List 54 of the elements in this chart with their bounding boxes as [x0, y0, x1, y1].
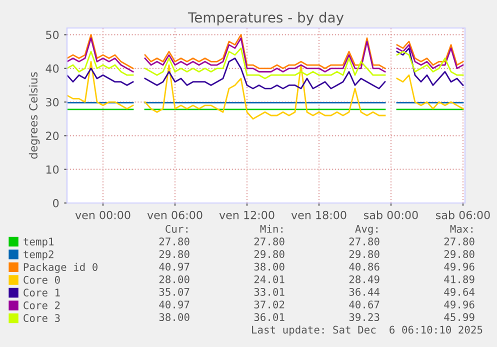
text: Max: [450, 225, 472, 233]
text: 27.80 [159, 238, 190, 246]
text: 33.01 [254, 288, 284, 296]
text: 38.00 [254, 262, 284, 271]
y-tick-label: 30 [46, 98, 59, 106]
legend-label: Core 1 [24, 288, 60, 297]
y-tick-label: 10 [46, 165, 59, 174]
text: Min: [260, 224, 282, 233]
text: 27.80 [444, 238, 474, 246]
text: 40.97 [159, 300, 190, 308]
text: Cur: [166, 224, 188, 233]
x-tick-label: sab 06:00 [436, 210, 490, 220]
legend-label: Core 0 [24, 276, 60, 284]
text: 41.89 [444, 275, 474, 284]
text: 39.23 [349, 313, 380, 322]
text: 45.99 [444, 313, 474, 322]
x-tick-label: ven 06:00 [147, 210, 202, 220]
text: 49.64 [444, 288, 475, 296]
chart-title: Temperatures - by day [188, 12, 344, 26]
text: 28.00 [159, 275, 190, 284]
text: 38.00 [159, 313, 190, 322]
text: 29.80 [444, 250, 474, 258]
legend-label: Core 2 [24, 301, 60, 310]
text: 28.49 [349, 275, 380, 284]
text: 27.80 [349, 238, 380, 246]
legend-label: Package id 0 [24, 262, 98, 274]
text: Avg: [355, 225, 378, 235]
y-tick-label: 50 [46, 30, 59, 40]
text: 36.44 [349, 288, 380, 296]
legend-label: temp2 [24, 250, 54, 260]
text: 49.96 [444, 262, 474, 271]
text: 29.80 [254, 250, 284, 258]
text: 36.01 [254, 313, 284, 322]
text: 37.02 [254, 300, 284, 308]
text: 24.01 [254, 275, 284, 284]
y-axis-title: degrees Celsius [28, 72, 40, 159]
x-tick-label: sab 00:00 [364, 210, 418, 220]
legend-label: temp1 [24, 238, 54, 248]
text: 40.97 [159, 262, 190, 271]
x-tick-label: ven 00:00 [75, 210, 130, 220]
text: 40.86 [349, 262, 380, 271]
legend-label: Core 3 [24, 314, 60, 322]
y-tick-label: 20 [46, 132, 59, 140]
y-tick-label: 40 [46, 64, 59, 73]
x-tick-label: ven 18:00 [291, 210, 346, 220]
text: 40.67 [349, 300, 380, 308]
text: 27.80 [254, 238, 284, 246]
text: 35.07 [159, 288, 190, 296]
x-tick-label: ven 12:00 [219, 210, 274, 220]
text: 49.96 [444, 300, 474, 308]
text: 29.80 [159, 250, 190, 258]
text: Last update: Sat Dec 6 06:10:10 2025 [252, 326, 482, 336]
text: 29.80 [349, 250, 380, 258]
y-tick-label: 0 [53, 198, 59, 208]
